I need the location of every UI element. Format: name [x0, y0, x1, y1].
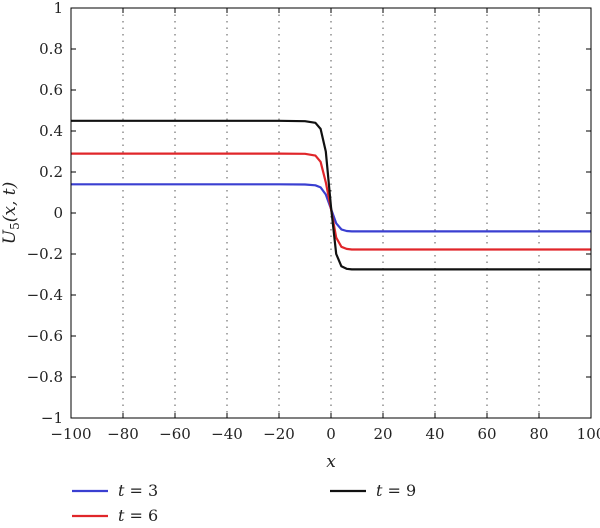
- y-tick-label: −1: [41, 409, 63, 427]
- y-tick-label: −0.6: [27, 327, 63, 345]
- series-line: [71, 119, 591, 271]
- y-tick-label: −0.4: [27, 286, 63, 304]
- y-tick-label: 0: [53, 204, 63, 222]
- x-tick-label: 60: [477, 425, 496, 443]
- x-tick-label: −80: [107, 425, 139, 443]
- y-tick-label: −0.2: [27, 245, 63, 263]
- y-tick-labels: −1 −0.8 −0.6 −0.4 −0.2 0 0.2 0.4 0.6 0.8 1: [27, 0, 63, 427]
- y-axis-label-main: U: [0, 229, 20, 244]
- y-tick-label: 0.4: [39, 122, 63, 140]
- x-tick-label: 80: [529, 425, 548, 443]
- y-axis-label: U5(x, t): [0, 182, 22, 244]
- x-tick-label: 40: [425, 425, 444, 443]
- legend-label: t = 3: [118, 481, 158, 500]
- y-axis-label-subscript: 5: [8, 222, 22, 230]
- x-tick-label: −60: [159, 425, 191, 443]
- legend-label: t = 9: [376, 481, 416, 500]
- y-tick-label: 0.6: [39, 81, 63, 99]
- legend: t = 3 t = 6 t = 9: [72, 481, 416, 525]
- y-axis-label-args: (x, t): [0, 182, 20, 223]
- series-line: [71, 183, 591, 233]
- axis-ticks: [70, 7, 592, 419]
- x-tick-label: 100: [577, 425, 600, 443]
- y-tick-label: 0.8: [39, 40, 63, 58]
- x-tick-label: 0: [326, 425, 336, 443]
- x-tick-labels: −100 −80 −60 −40 −20 0 20 40 60 80 100: [50, 425, 600, 443]
- x-tick-label: −20: [263, 425, 295, 443]
- x-tick-label: −100: [50, 425, 91, 443]
- y-tick-label: 1: [53, 0, 63, 17]
- y-tick-label: 0.2: [39, 163, 63, 181]
- y-tick-label: −0.8: [27, 368, 63, 386]
- series-lines: [71, 119, 591, 271]
- x-axis-label: x: [326, 452, 336, 472]
- x-tick-label: 20: [373, 425, 392, 443]
- legend-label: t = 6: [118, 506, 158, 525]
- x-tick-label: −40: [211, 425, 243, 443]
